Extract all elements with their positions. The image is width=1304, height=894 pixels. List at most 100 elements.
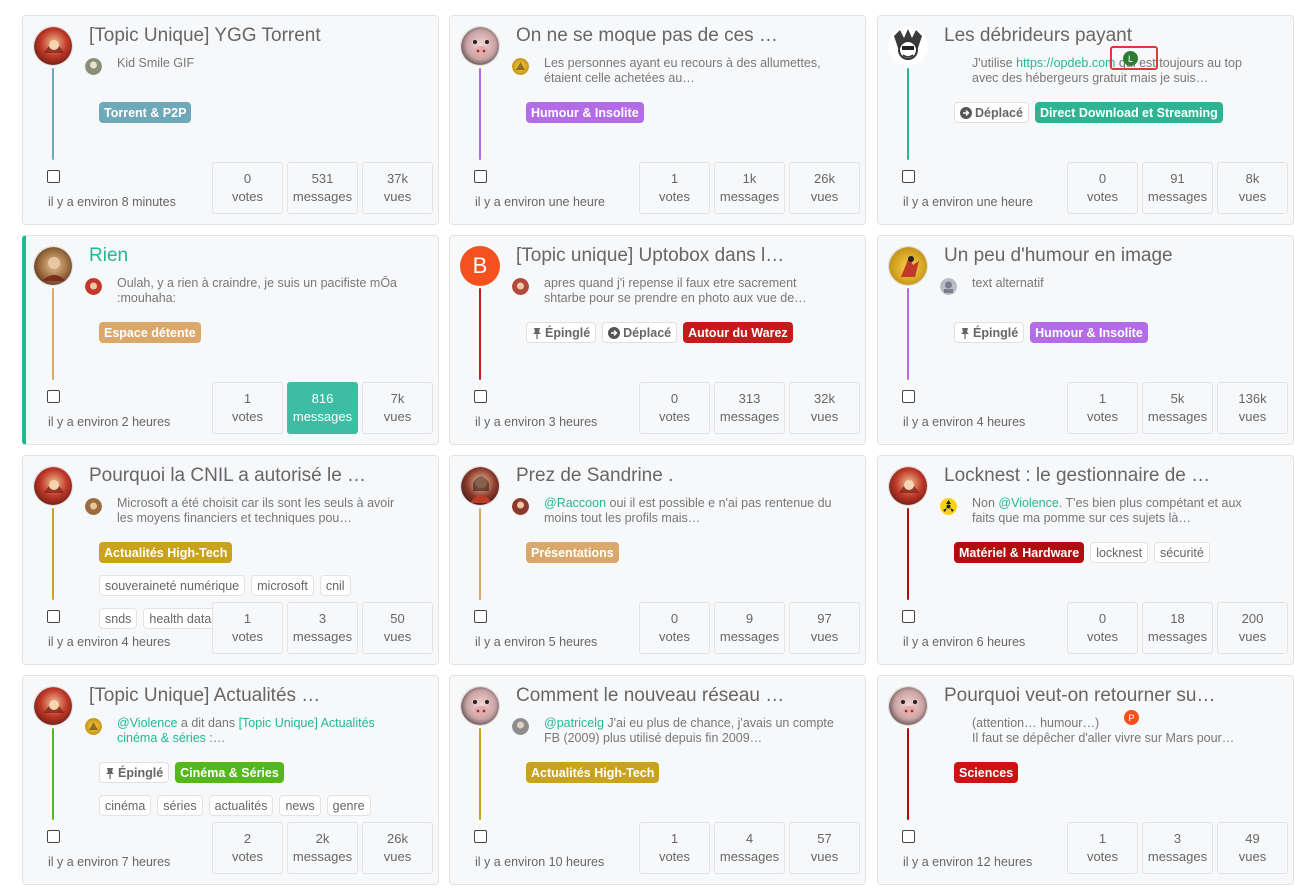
topic-tag[interactable]: health data: [143, 608, 218, 629]
select-checkbox[interactable]: [902, 830, 915, 843]
topic-title[interactable]: Prez de Sandrine .: [516, 465, 674, 486]
select-checkbox[interactable]: [474, 830, 487, 843]
topic-tag[interactable]: cnil: [319, 575, 351, 596]
author-avatar[interactable]: [460, 466, 500, 506]
author-avatar[interactable]: [460, 686, 500, 726]
category-badge[interactable]: Espace détente: [99, 322, 201, 343]
category-badge[interactable]: Matériel & Hardware: [954, 542, 1085, 563]
author-avatar[interactable]: [888, 26, 928, 66]
topic-title[interactable]: [Topic Unique] Actualités …: [89, 685, 321, 706]
select-checkbox[interactable]: [902, 610, 915, 623]
category-badge[interactable]: Direct Download et Streaming: [1034, 102, 1223, 123]
topic-title[interactable]: Comment le nouveau réseau …: [516, 685, 785, 706]
topic-tag[interactable]: cinéma: [99, 795, 152, 816]
pinned-badge[interactable]: Épinglé: [99, 762, 170, 783]
topic-card[interactable]: Les débrideurs payant J'utilise https://…: [877, 15, 1294, 225]
topic-tag[interactable]: snds: [99, 608, 138, 629]
last-poster-avatar[interactable]: [85, 718, 102, 735]
author-avatar[interactable]: [888, 466, 928, 506]
topic-title[interactable]: [Topic Unique] YGG Torrent: [89, 25, 321, 46]
select-checkbox[interactable]: [474, 170, 487, 183]
topic-title[interactable]: Rien: [89, 245, 129, 266]
topic-card[interactable]: On ne se moque pas de ces … Les personne…: [449, 15, 866, 225]
topic-title[interactable]: Pourquoi la CNIL a autorisé le …: [89, 465, 367, 486]
mention-link[interactable]: @patricelg: [544, 716, 604, 730]
user-marker[interactable]: P: [1124, 710, 1139, 725]
mention-link[interactable]: @Violence: [117, 716, 178, 730]
moved-badge[interactable]: Déplacé: [954, 102, 1029, 123]
category-badge[interactable]: Torrent & P2P: [99, 102, 192, 123]
topic-title[interactable]: On ne se moque pas de ces …: [516, 25, 778, 46]
mention-link[interactable]: @Violence: [998, 496, 1059, 510]
topic-card[interactable]: Rien Oulah, y a rien à craindre, je suis…: [22, 235, 439, 445]
author-avatar[interactable]: [888, 686, 928, 726]
category-badge[interactable]: Cinéma & Séries: [175, 762, 284, 783]
votes-stat: 2 votes: [212, 822, 283, 874]
topic-tag[interactable]: news: [279, 795, 321, 816]
topic-tag[interactable]: locknest: [1090, 542, 1149, 563]
select-checkbox[interactable]: [474, 610, 487, 623]
select-checkbox[interactable]: [474, 390, 487, 403]
select-checkbox[interactable]: [902, 170, 915, 183]
stats: 1 votes 4 messages 57 vues: [639, 822, 860, 874]
topic-tag[interactable]: séries: [157, 795, 203, 816]
select-checkbox[interactable]: [47, 830, 60, 843]
category-badge[interactable]: Présentations: [526, 542, 619, 563]
mention-link[interactable]: @Raccoon: [544, 496, 607, 510]
topic-title[interactable]: Locknest : le gestionnaire de …: [944, 465, 1211, 486]
topic-card[interactable]: Pourquoi la CNIL a autorisé le … Microso…: [22, 455, 439, 665]
category-badge[interactable]: Autour du Warez: [683, 322, 793, 343]
topic-tag[interactable]: genre: [326, 795, 371, 816]
tag-list: Épinglé Cinéma & Séries cinéma séries ac…: [99, 762, 429, 816]
last-poster-avatar[interactable]: [85, 58, 102, 75]
select-checkbox[interactable]: [902, 390, 915, 403]
excerpt-link[interactable]: https://opdeb.com: [1016, 56, 1116, 70]
topic-title[interactable]: Pourquoi veut-on retourner su…: [944, 685, 1216, 706]
select-checkbox[interactable]: [47, 610, 60, 623]
last-poster-avatar[interactable]: [512, 278, 529, 295]
topic-title[interactable]: [Topic unique] Uptobox dans l…: [516, 245, 785, 266]
quoted-topic-link[interactable]: [Topic Unique] Actualités cinéma & série…: [117, 716, 375, 745]
topic-card[interactable]: Locknest : le gestionnaire de … Non @Vio…: [877, 455, 1294, 665]
author-avatar[interactable]: B: [460, 246, 500, 286]
author-avatar[interactable]: [888, 246, 928, 286]
topic-tag[interactable]: sécurité: [1154, 542, 1210, 563]
last-poster-avatar[interactable]: [85, 278, 102, 295]
topic-tag[interactable]: microsoft: [251, 575, 314, 596]
category-badge[interactable]: Actualités High-Tech: [99, 542, 233, 563]
topic-tag[interactable]: souveraineté numérique: [99, 575, 246, 596]
user-marker[interactable]: L: [1123, 51, 1138, 66]
topic-card[interactable]: Comment le nouveau réseau … @patricelg J…: [449, 675, 866, 885]
timestamp: il y a environ 7 heures: [48, 855, 171, 869]
topic-tag[interactable]: actualités: [208, 795, 274, 816]
category-badge[interactable]: Humour & Insolite: [526, 102, 644, 123]
topic-card[interactable]: [Topic Unique] YGG Torrent Kid Smile GIF…: [22, 15, 439, 225]
moved-badge[interactable]: Déplacé: [602, 322, 678, 343]
topic-card[interactable]: Pourquoi veut-on retourner su… (attentio…: [877, 675, 1294, 885]
topic-title[interactable]: Les débrideurs payant: [944, 25, 1133, 46]
category-badge[interactable]: Sciences: [954, 762, 1019, 783]
topic-card[interactable]: [Topic Unique] Actualités … @Violence a …: [22, 675, 439, 885]
topic-card[interactable]: Prez de Sandrine . @Raccoon oui il est p…: [449, 455, 866, 665]
author-avatar[interactable]: [33, 246, 73, 286]
topic-card[interactable]: B [Topic unique] Uptobox dans l… apres q…: [449, 235, 866, 445]
select-checkbox[interactable]: [47, 170, 60, 183]
last-poster-avatar[interactable]: [512, 498, 529, 515]
last-poster-avatar[interactable]: [85, 498, 102, 515]
last-poster-avatar[interactable]: [940, 498, 957, 515]
topic-card[interactable]: Un peu d'humour en image text alternatif…: [877, 235, 1294, 445]
author-avatar[interactable]: [33, 26, 73, 66]
last-poster-avatar[interactable]: [512, 58, 529, 75]
category-badge[interactable]: Actualités High-Tech: [526, 762, 660, 783]
last-poster-avatar[interactable]: [512, 718, 529, 735]
author-avatar[interactable]: [460, 26, 500, 66]
pinned-badge[interactable]: Épinglé: [954, 322, 1025, 343]
last-poster-avatar[interactable]: [940, 278, 957, 295]
topic-excerpt: text alternatif: [972, 276, 1044, 290]
author-avatar[interactable]: [33, 686, 73, 726]
category-badge[interactable]: Humour & Insolite: [1030, 322, 1148, 343]
select-checkbox[interactable]: [47, 390, 60, 403]
pinned-badge[interactable]: Épinglé: [526, 322, 597, 343]
author-avatar[interactable]: [33, 466, 73, 506]
topic-title[interactable]: Un peu d'humour en image: [944, 245, 1173, 266]
